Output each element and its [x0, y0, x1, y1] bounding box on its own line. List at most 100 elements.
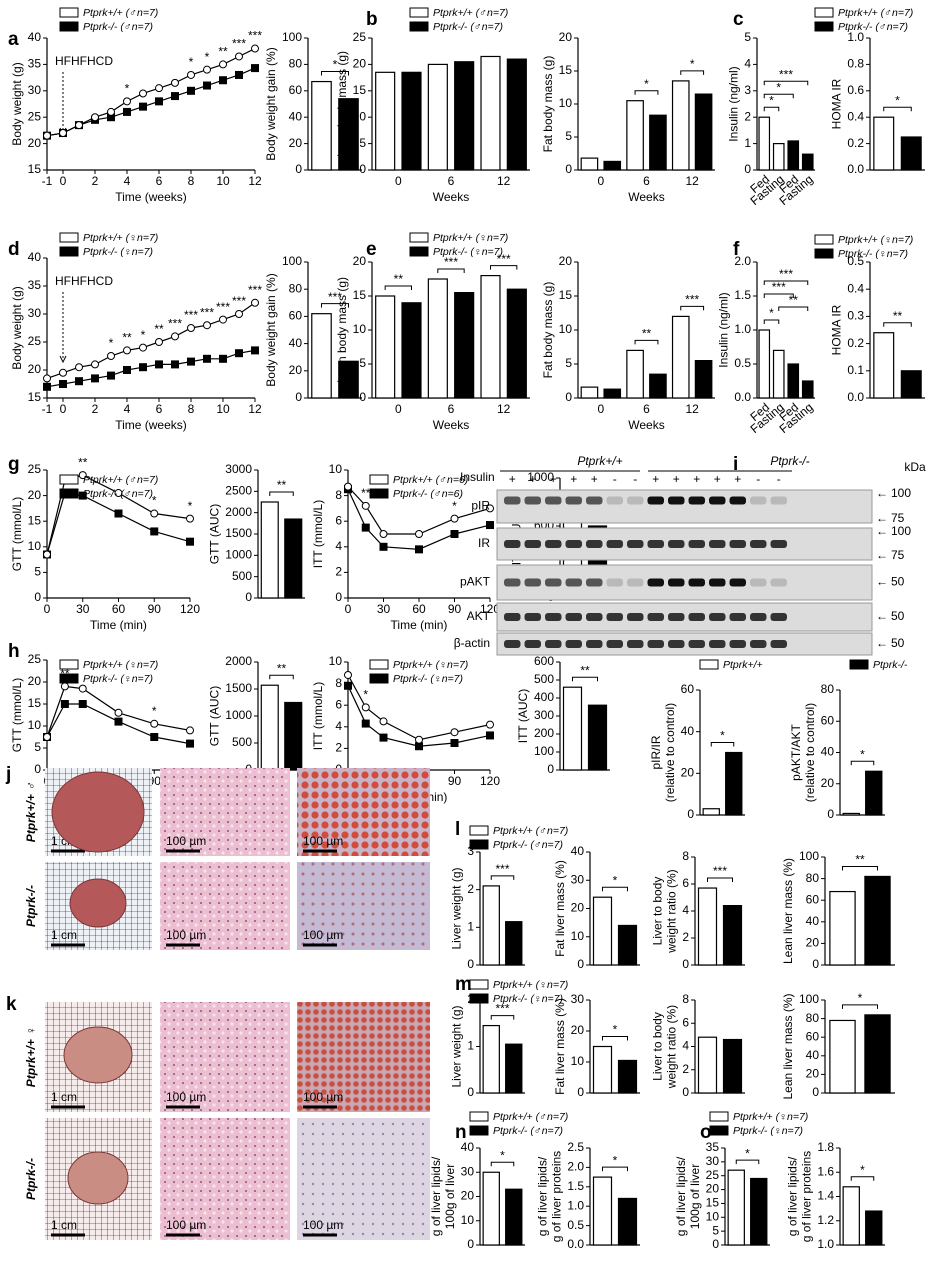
significance: * — [895, 93, 900, 107]
y-tick-label: 80 — [806, 871, 820, 885]
blot-band — [729, 640, 746, 648]
panel-letter: j — [5, 764, 11, 785]
point — [235, 52, 243, 61]
significance: *** — [200, 305, 214, 319]
y-tick-label: 0.0 — [847, 390, 864, 404]
kda-marker: 50 — [891, 636, 905, 650]
y-tick-label: 3 — [467, 844, 474, 858]
significance: ** — [277, 478, 287, 492]
y-tick-label: 60 — [806, 1029, 820, 1043]
y-tick-label: 25 — [28, 109, 42, 123]
bar — [592, 1176, 613, 1246]
y-tick-label: 0 — [687, 807, 694, 821]
legend-label: Ptprk-/- (♀n=7) — [83, 673, 153, 685]
y-axis-label: g of liver lipids/ — [785, 1156, 799, 1236]
y-tick-label: 1.5 — [567, 1179, 584, 1193]
y-tick-label: 1000 — [527, 470, 554, 484]
y-tick-label: 25 — [28, 462, 42, 476]
point — [415, 742, 423, 751]
point — [186, 739, 194, 748]
panel-letter: h — [8, 641, 20, 662]
panel-letter: c — [733, 9, 744, 30]
point — [450, 530, 459, 538]
y-axis-label: Lean body mass (g) — [335, 277, 349, 383]
bracket — [850, 760, 875, 766]
significance: ** — [789, 293, 799, 307]
point — [114, 717, 123, 726]
x-tick-label: 6 — [448, 402, 455, 416]
blot-band — [647, 578, 664, 587]
y-tick-label: 15 — [706, 1196, 720, 1210]
significance: ** — [218, 45, 228, 59]
y-axis-label: Liver weight (g) — [449, 1005, 463, 1087]
y-tick-label: 5 — [359, 136, 366, 150]
y-tick-label: 15 — [559, 63, 573, 77]
legend-label: Ptprk-/- (♀n=7) — [393, 673, 463, 685]
annotation: HFHFHCD — [55, 54, 113, 68]
y-tick-label: 1.4 — [817, 1189, 834, 1203]
annotation: HFHFHCD — [55, 274, 113, 288]
bar — [865, 770, 883, 816]
blot-band — [627, 613, 644, 621]
arrow: ← — [876, 636, 888, 650]
x-tick-label: 2 — [92, 402, 99, 416]
y-tick-label: 20 — [806, 936, 820, 950]
y-tick-label: 0 — [245, 590, 252, 604]
bracket — [384, 285, 412, 290]
y-axis-label: Lean liver mass (%) — [781, 858, 795, 964]
blot-band — [770, 496, 787, 505]
blot-band — [750, 640, 767, 648]
micrograph — [160, 1118, 290, 1240]
bracket — [634, 339, 659, 345]
kda-label: kDa — [904, 460, 926, 474]
legend-swatch — [59, 673, 79, 684]
series-line — [46, 685, 191, 738]
blot-band — [606, 540, 623, 548]
legend-label: Ptprk-/- (♂n=7) — [493, 839, 563, 851]
blot-band — [586, 540, 603, 548]
bar — [864, 875, 891, 966]
bar — [671, 80, 690, 171]
y-tick-label: 3000 — [225, 462, 252, 476]
y-tick-label: 4 — [335, 539, 342, 553]
significance: *** — [779, 267, 793, 281]
bar — [626, 100, 644, 171]
y-tick-label: 1000 — [225, 708, 252, 722]
legend-swatch — [814, 234, 834, 245]
bar — [694, 93, 713, 171]
point — [415, 545, 423, 554]
legend-swatch — [469, 839, 489, 850]
y-tick-label: 30 — [706, 1154, 720, 1168]
point — [203, 65, 211, 74]
point — [486, 731, 494, 740]
y-axis-label: g of liver lipids/ — [674, 1156, 688, 1236]
significance: * — [500, 1148, 505, 1162]
bar — [694, 360, 713, 399]
significance: *** — [216, 300, 230, 314]
blot-band — [729, 613, 746, 621]
point — [235, 310, 243, 318]
bar — [900, 136, 922, 171]
legend-swatch — [409, 7, 429, 18]
bar — [505, 1188, 523, 1246]
treatment: + — [509, 472, 516, 486]
bracket — [437, 268, 465, 273]
bar — [864, 1014, 891, 1094]
y-tick-label: 30 — [28, 83, 42, 97]
y-tick-label: 4 — [682, 903, 689, 917]
bracket — [602, 886, 628, 892]
kda-marker: 100 — [891, 524, 911, 538]
treatment: + — [693, 472, 700, 486]
point — [155, 338, 163, 346]
legend-swatch — [469, 1125, 489, 1136]
legend-label: Ptprk+/+ — [723, 659, 763, 671]
blot-band — [545, 496, 562, 505]
x-tick-label: 12 — [685, 174, 699, 188]
bar — [603, 388, 622, 399]
bar — [787, 140, 800, 171]
bracket — [490, 1015, 515, 1020]
y-tick-label: 20 — [806, 1067, 820, 1081]
point — [219, 60, 227, 69]
x-tick-label: 12 — [685, 402, 699, 416]
bar — [801, 380, 814, 399]
